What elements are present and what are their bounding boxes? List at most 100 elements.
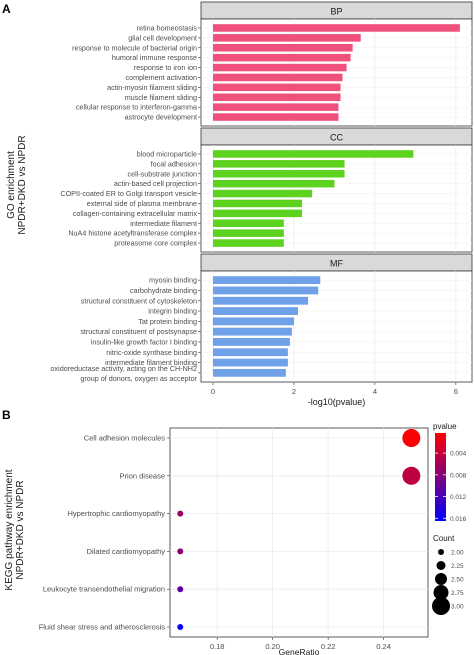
category-label: intermediate filament binding [105,358,197,367]
bar [213,317,294,326]
legend-size-title: Count [433,534,455,543]
size-key [436,561,446,570]
bar [213,189,313,198]
category-label: Tat protein binding [138,317,197,326]
point [177,624,184,630]
y-axis-title-b: KEGG pathway enrichment NPDR+DKD vs NPDR [4,469,26,590]
size-key-label: 3.00 [451,604,464,611]
bar [213,73,343,82]
bar [213,113,339,121]
bar [213,296,309,305]
bar [213,53,351,62]
size-key [435,573,447,585]
bar [213,209,303,218]
x-axis-title: GeneRatio [279,647,320,655]
x-tick-label: 0.18 [210,642,225,651]
color-bar [435,433,446,521]
size-key [433,585,449,600]
category-label: glial cell development [128,33,197,42]
category-label: muscle filament sliding [125,93,197,102]
facet-label: BP [330,7,342,17]
x-tick-label: 0 [211,387,215,396]
bar [213,219,284,228]
color-bar-label: 0.012 [450,494,467,501]
color-bar-label: 0.008 [450,472,467,479]
category-label-line2: group of donors, oxygen as acceptor [80,374,197,383]
x-tick-label: 0.22 [321,642,336,651]
category-label: external side of plasma membrane [87,199,197,208]
category-label: Fluid shear stress and atherosclerosis [39,623,166,632]
category-label: response to molecule of bacterial origin [72,43,197,52]
category-label: myosin binding [149,276,197,285]
category-label: proteasome core complex [114,239,197,248]
size-key-label: 2.00 [451,550,464,557]
point [177,548,184,555]
point [402,466,421,485]
category-label: actin-myosin filament sliding [107,83,197,92]
panel-b: 0.18 0.20 0.22 0.24 Cell adhesion molecules P… [39,427,429,655]
bar [213,229,284,237]
category-label: Leukocyte transendothelial migration [43,585,165,594]
category-label: complement activation [125,73,197,82]
point [402,429,421,447]
category-label: cell-substrate junction [127,169,197,178]
x-axis-title: -log10(pvalue) [308,397,366,407]
category-label: structural constituent of cytoskeleton [81,296,197,305]
bar [213,179,335,188]
legend: pvalue 0.004 0.008 0.012 0.016 Count 2.00 2.25 2… [432,422,467,615]
size-key-label: 2.25 [451,563,464,570]
bar [213,93,341,102]
y-axis-title: GO enrichment NPDR+DKD vs NPDR [6,135,28,234]
category-label: collagen-containing extracellular matrix [73,209,198,218]
bar [213,103,339,111]
point [177,586,184,593]
x-tick-label: 4 [373,387,377,396]
bar [213,24,460,32]
bar [213,239,284,247]
category-label: integrin binding [148,307,197,316]
bar [213,338,290,346]
y-axis-title-line1: KEGG pathway enrichment [4,469,15,590]
category-label: Dilated cardiomyopathy [87,547,166,556]
color-bar-label: 0.004 [450,451,467,458]
category-label: structural constituent of postsynapse [80,327,197,336]
category-label: response to iron ion [134,63,197,72]
category-label: insulin-like growth factor I binding [91,337,197,346]
category-label: COPII-coated ER to Golgi transport vesic… [60,189,197,198]
legend-color-title: pvalue [433,422,457,431]
bar [213,63,347,72]
bar [213,34,361,42]
category-label: oxidoreductase activity, acting on the C… [51,364,197,373]
color-bar-label: 0.016 [450,516,467,523]
x-tick-label: 2 [292,387,296,396]
size-key [432,597,450,615]
category-label: carbohydrate binding [130,286,197,295]
bar [213,358,288,367]
bar [213,307,298,315]
point [177,510,184,517]
category-label: Prion disease [120,471,165,480]
x-tick-label: 6 [454,387,458,396]
size-key-label: 2.75 [451,590,464,597]
bar [213,83,341,92]
x-tick-label: 0.20 [265,642,280,651]
category-label: Cell adhesion molecules [84,434,166,443]
category-label: Hypertrophic cardiomyopathy [67,509,165,518]
bar [213,199,303,208]
category-label: astrocyte development [125,113,197,122]
panel-a-letter: A [2,2,11,16]
bar [213,169,345,178]
bar [213,286,319,295]
panel-b-plot [169,427,429,638]
bar [213,327,292,336]
category-label: intermediate filament [130,219,197,228]
bar [213,160,345,168]
category-label: cellular response to interferon-gamma [76,103,197,112]
size-key [438,549,444,555]
category-label: actin-based cell projection [114,179,197,188]
bar [213,150,414,158]
